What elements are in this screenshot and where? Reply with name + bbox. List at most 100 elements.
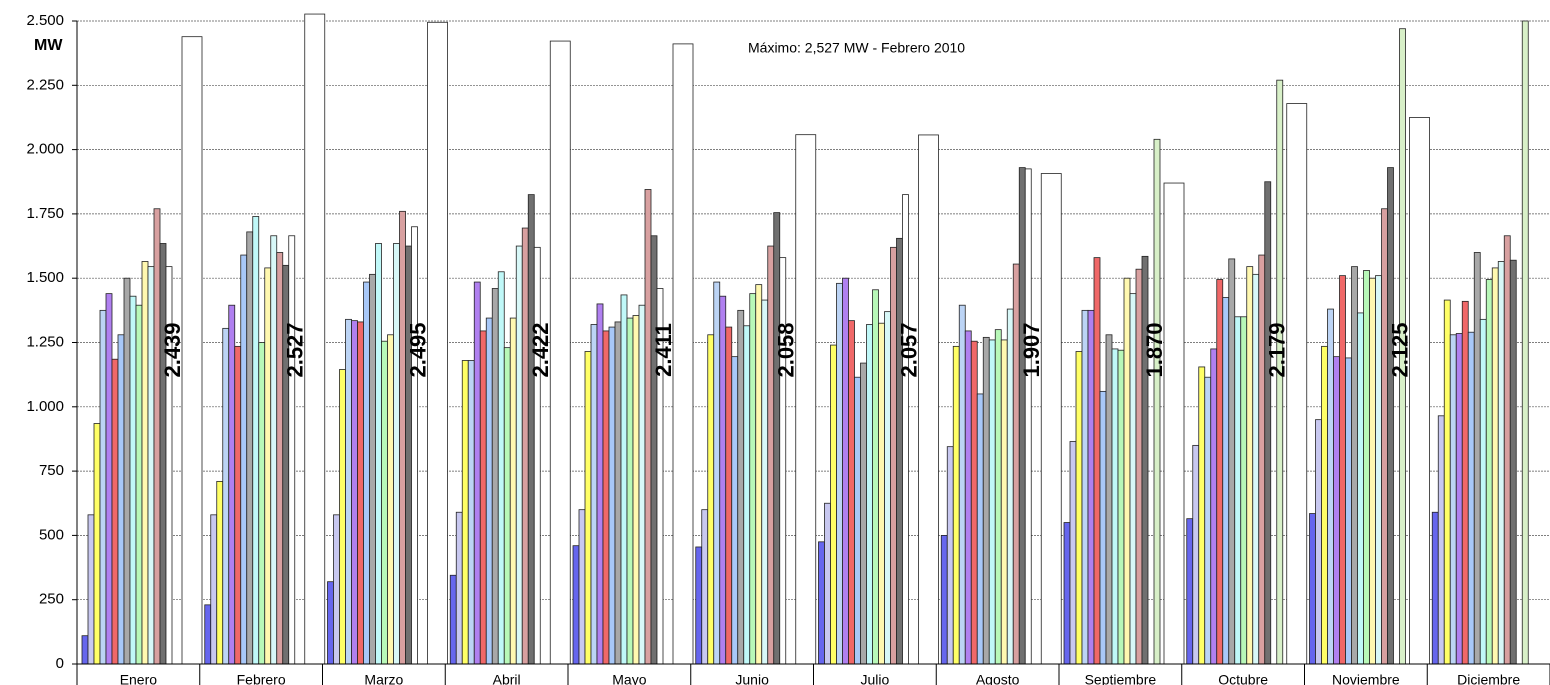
bar (1503, 235, 1511, 665)
bar (1321, 345, 1328, 665)
bar (351, 320, 358, 665)
bar (264, 267, 272, 665)
bar (572, 545, 580, 665)
bar (1222, 297, 1230, 665)
bar (644, 189, 652, 665)
bar (795, 134, 817, 665)
bar (672, 43, 694, 665)
bar (749, 293, 757, 665)
bar (357, 321, 364, 665)
bar (381, 340, 388, 665)
bar (860, 362, 867, 665)
bar (1485, 279, 1493, 665)
bar (1369, 277, 1376, 665)
bar (632, 315, 640, 665)
y-tick-label: 500 (39, 526, 64, 543)
bar (976, 393, 984, 665)
bar (1216, 279, 1224, 665)
bar (1387, 167, 1394, 665)
bar (1198, 366, 1206, 665)
bar (1153, 138, 1161, 665)
bar (503, 347, 511, 665)
bar (1449, 334, 1457, 665)
bar (1443, 299, 1451, 665)
bar (1252, 273, 1260, 665)
bar (946, 446, 954, 665)
x-tick-label: Septiembre (1085, 672, 1157, 685)
x-tick-label: Abril (493, 672, 521, 685)
bar (1123, 277, 1131, 665)
bar (1075, 351, 1083, 665)
bar (1363, 270, 1370, 665)
y-tick-label: 2.500 (26, 12, 64, 29)
bar (1339, 275, 1346, 665)
bar (1186, 518, 1194, 665)
bar (1105, 334, 1113, 665)
bar (449, 574, 457, 665)
bar (767, 245, 775, 665)
bar (515, 245, 523, 665)
bar (405, 245, 412, 665)
x-tick-label: Febrero (237, 672, 286, 685)
bar (1286, 103, 1308, 665)
bar (533, 246, 541, 665)
bar (1163, 182, 1185, 665)
bar (1381, 208, 1388, 665)
bar (339, 369, 346, 665)
bar (1315, 419, 1322, 665)
value-label: 2.057 (896, 322, 921, 377)
x-tick-label: Noviembre (1332, 672, 1400, 685)
bar (890, 246, 897, 665)
bar (363, 281, 370, 665)
bar (333, 514, 340, 665)
bar (461, 360, 469, 665)
bar (1455, 333, 1463, 665)
bar (147, 266, 155, 665)
bar (1351, 266, 1358, 665)
bar (1431, 511, 1439, 665)
bar (123, 277, 131, 665)
value-label: 2.125 (1387, 322, 1412, 377)
value-label: 2.411 (651, 323, 676, 377)
value-label: 1.870 (1142, 322, 1167, 377)
bar (982, 336, 990, 665)
bar (1327, 308, 1334, 665)
bar (1210, 348, 1218, 665)
bar (1024, 168, 1032, 665)
x-tick-label: Mayo (612, 672, 646, 685)
bar (707, 334, 715, 665)
bar (159, 243, 167, 665)
value-label: 2.422 (528, 322, 553, 377)
bar (234, 345, 242, 665)
bar (620, 294, 628, 665)
bar (210, 514, 218, 665)
y-tick-label: 2.000 (26, 141, 64, 158)
x-tick-label: Julio (860, 672, 889, 685)
bar (228, 304, 236, 665)
bar (1234, 316, 1242, 665)
bar (590, 324, 598, 665)
bar (399, 210, 406, 665)
value-label: 1.907 (1019, 322, 1044, 377)
bar (1461, 300, 1469, 665)
bar (87, 514, 95, 665)
bar (1040, 173, 1062, 665)
bar (240, 254, 248, 665)
bar (1467, 331, 1475, 665)
bar (884, 311, 891, 665)
bar (1099, 390, 1107, 665)
bar (830, 344, 837, 665)
bar (584, 351, 592, 665)
bar (836, 282, 843, 665)
y-tick-label: 750 (39, 462, 64, 479)
bar (896, 237, 903, 665)
bar (695, 546, 703, 665)
y-tick-label: 250 (39, 591, 64, 608)
bar (1375, 275, 1382, 665)
bar (81, 635, 89, 665)
bar (455, 511, 463, 665)
bar (994, 329, 1002, 665)
bar (1093, 257, 1101, 665)
bar (1018, 167, 1026, 665)
